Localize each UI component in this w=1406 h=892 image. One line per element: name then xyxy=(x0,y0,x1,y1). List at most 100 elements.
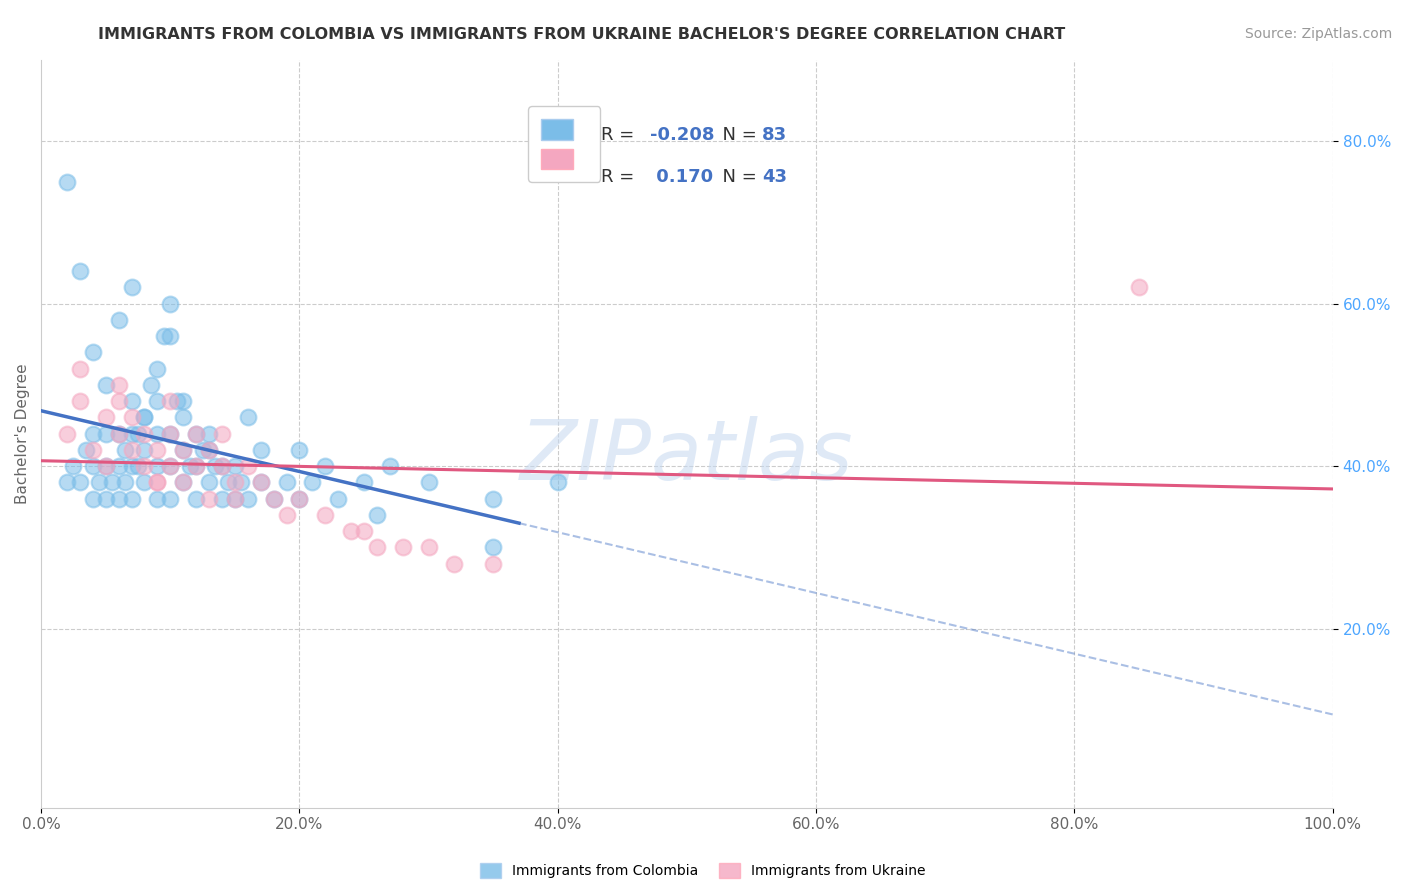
Point xyxy=(82,442,104,457)
Point xyxy=(353,475,375,490)
Text: N =: N = xyxy=(710,126,762,144)
Point xyxy=(159,296,181,310)
Point xyxy=(443,557,465,571)
Point xyxy=(107,491,129,506)
Point xyxy=(56,175,79,189)
Point xyxy=(172,410,194,425)
Text: R =: R = xyxy=(600,126,640,144)
Point xyxy=(101,475,124,490)
Point xyxy=(69,361,91,376)
Point xyxy=(236,410,259,425)
Point xyxy=(301,475,323,490)
Point xyxy=(418,541,440,555)
Point xyxy=(249,442,271,457)
Point xyxy=(391,541,413,555)
Point xyxy=(263,491,285,506)
Point xyxy=(184,426,207,441)
Point xyxy=(217,475,239,490)
Point xyxy=(263,491,285,506)
Point xyxy=(134,442,156,457)
Y-axis label: Bachelor's Degree: Bachelor's Degree xyxy=(15,363,30,504)
Point xyxy=(211,459,233,474)
Point xyxy=(328,491,350,506)
Legend: Immigrants from Colombia, Immigrants from Ukraine: Immigrants from Colombia, Immigrants fro… xyxy=(474,856,932,885)
Point xyxy=(82,345,104,359)
Point xyxy=(121,442,143,457)
Point xyxy=(146,491,169,506)
Point xyxy=(159,426,181,441)
Point xyxy=(353,524,375,539)
Point xyxy=(121,410,143,425)
Point xyxy=(482,491,505,506)
Point xyxy=(134,475,156,490)
Point xyxy=(198,442,221,457)
Point xyxy=(146,442,169,457)
Point xyxy=(172,442,194,457)
Point xyxy=(249,475,271,490)
Point xyxy=(172,475,194,490)
Point xyxy=(378,459,401,474)
Point xyxy=(62,459,84,474)
Point xyxy=(134,459,156,474)
Point xyxy=(127,426,149,441)
Point xyxy=(198,442,221,457)
Point xyxy=(121,459,143,474)
Point xyxy=(211,426,233,441)
Point xyxy=(146,459,169,474)
Point xyxy=(159,329,181,343)
Point xyxy=(211,491,233,506)
Point xyxy=(191,442,214,457)
Point xyxy=(172,442,194,457)
Point xyxy=(94,377,117,392)
Point xyxy=(224,475,246,490)
Point xyxy=(340,524,363,539)
Point xyxy=(94,426,117,441)
Point xyxy=(204,459,226,474)
Point xyxy=(146,361,169,376)
Point xyxy=(94,491,117,506)
Point xyxy=(1128,280,1150,294)
Point xyxy=(69,475,91,490)
Point xyxy=(276,508,298,522)
Point xyxy=(153,329,176,343)
Point xyxy=(134,426,156,441)
Point xyxy=(366,541,388,555)
Point xyxy=(121,491,143,506)
Point xyxy=(107,426,129,441)
Point xyxy=(198,426,221,441)
Point xyxy=(121,280,143,294)
Point xyxy=(288,491,311,506)
Point xyxy=(56,475,79,490)
Point xyxy=(547,475,569,490)
Text: Source: ZipAtlas.com: Source: ZipAtlas.com xyxy=(1244,27,1392,41)
Point xyxy=(56,426,79,441)
Point xyxy=(107,377,129,392)
Point xyxy=(127,459,149,474)
Point xyxy=(314,459,336,474)
Point xyxy=(314,508,336,522)
Text: 83: 83 xyxy=(762,126,787,144)
Legend: , : , xyxy=(529,106,600,182)
Point xyxy=(159,394,181,409)
Point xyxy=(146,475,169,490)
Point xyxy=(94,459,117,474)
Point xyxy=(184,459,207,474)
Point xyxy=(224,491,246,506)
Point xyxy=(69,394,91,409)
Point xyxy=(482,541,505,555)
Point xyxy=(82,459,104,474)
Point xyxy=(82,426,104,441)
Point xyxy=(249,475,271,490)
Point xyxy=(146,475,169,490)
Text: 0.170: 0.170 xyxy=(650,169,713,186)
Text: 43: 43 xyxy=(762,169,787,186)
Point xyxy=(82,491,104,506)
Point xyxy=(288,442,311,457)
Point xyxy=(179,459,201,474)
Point xyxy=(159,426,181,441)
Point xyxy=(69,264,91,278)
Point xyxy=(134,410,156,425)
Point xyxy=(114,475,136,490)
Point xyxy=(366,508,388,522)
Point xyxy=(121,426,143,441)
